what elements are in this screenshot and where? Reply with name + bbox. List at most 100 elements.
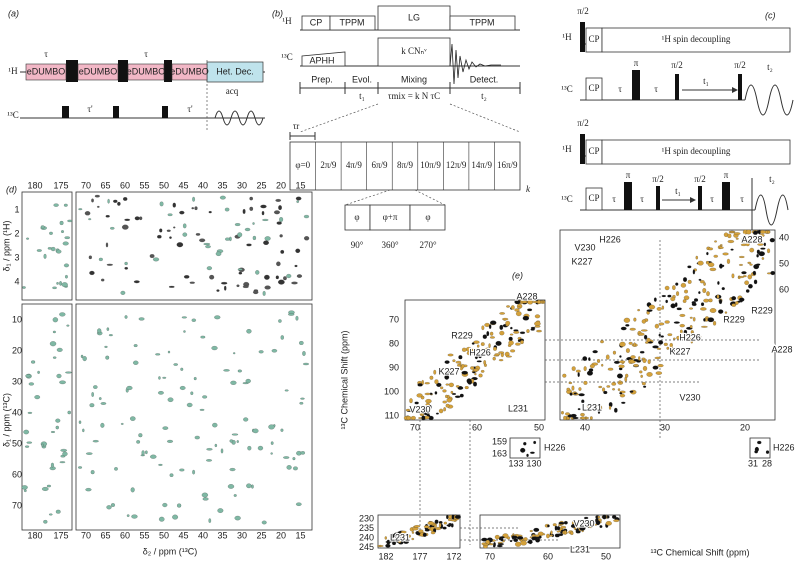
peak <box>242 209 246 214</box>
peak <box>295 316 299 321</box>
peak <box>613 519 620 522</box>
panel-label: (e) <box>512 270 523 280</box>
peak <box>243 417 249 422</box>
peak <box>499 324 504 330</box>
residue-label: R229 <box>451 330 473 340</box>
peak <box>472 371 476 374</box>
peak <box>745 241 750 247</box>
peak <box>625 373 629 378</box>
peak <box>249 206 254 211</box>
peak <box>689 325 693 329</box>
peak <box>515 342 521 346</box>
peak <box>603 390 608 395</box>
peak <box>423 525 430 529</box>
peak <box>730 248 734 251</box>
axis-label: δ₁ / ppm (¹³C) <box>1 393 11 447</box>
peak <box>59 312 66 317</box>
peak <box>493 346 497 351</box>
peak <box>670 296 676 302</box>
peak <box>623 317 631 323</box>
peak <box>749 247 755 253</box>
peak <box>59 220 64 226</box>
peak <box>612 388 615 391</box>
peak <box>652 345 659 349</box>
pulse-block <box>77 63 119 81</box>
peak <box>97 205 100 208</box>
peak <box>217 508 224 513</box>
block-label: k CNₙᵛ <box>401 46 427 56</box>
peak <box>252 235 257 241</box>
peak <box>262 291 266 296</box>
tick-label: 240 <box>359 532 374 542</box>
peak <box>181 316 187 319</box>
peak <box>522 315 530 321</box>
tick-label: 55 <box>139 180 149 190</box>
peak <box>527 540 533 544</box>
peak <box>202 497 209 501</box>
angle-label: 360° <box>381 240 399 250</box>
peak <box>155 353 161 356</box>
peak <box>434 524 437 528</box>
peak <box>459 393 464 398</box>
peak <box>397 531 401 534</box>
peak <box>517 306 521 309</box>
peak <box>747 274 753 280</box>
peak <box>42 487 49 491</box>
peak <box>523 537 528 542</box>
peak <box>665 299 668 304</box>
peak <box>91 198 94 203</box>
peak <box>637 332 645 336</box>
period-label: Prep. <box>311 74 333 84</box>
panel-b-shapes <box>289 5 521 231</box>
peak <box>701 325 708 328</box>
peak <box>419 411 423 416</box>
peak <box>260 204 267 209</box>
peak <box>237 232 243 238</box>
peak <box>542 533 546 536</box>
peak <box>60 448 67 452</box>
peak <box>708 298 713 303</box>
phase-label: φ=0 <box>295 160 310 170</box>
peak <box>59 281 62 286</box>
peak <box>93 385 98 389</box>
peak <box>384 536 387 540</box>
phase-label: 4π/9 <box>346 160 363 170</box>
peak <box>252 222 255 225</box>
repeat-label: k <box>526 184 531 194</box>
peak <box>216 289 220 292</box>
peak <box>186 402 193 408</box>
peak <box>293 466 298 471</box>
peak <box>633 342 636 347</box>
peak <box>94 194 100 198</box>
peak <box>284 389 289 392</box>
peak <box>447 353 454 357</box>
peak <box>434 391 438 395</box>
peak <box>569 392 573 396</box>
peak <box>61 282 68 287</box>
peak <box>490 320 497 325</box>
peak <box>214 315 221 320</box>
peak <box>753 279 758 285</box>
peak <box>756 263 761 266</box>
peak <box>296 502 302 506</box>
peak <box>512 535 518 539</box>
peak <box>759 233 765 237</box>
peak <box>664 285 670 291</box>
tick-label: 65 <box>100 180 110 190</box>
peak <box>52 330 56 334</box>
residue-label: L231 <box>582 402 602 412</box>
peak <box>620 326 627 331</box>
peak <box>434 519 439 524</box>
peak <box>166 229 171 232</box>
peak <box>444 374 450 380</box>
dynamic-layer: (a) ¹H ¹³C eDUMBO eDUMBO eDUMBO eDUMBO Het. Dec… <box>1 6 794 561</box>
peak <box>43 253 47 259</box>
peak <box>261 211 265 216</box>
peak <box>280 335 284 340</box>
pulse-block <box>25 63 67 81</box>
residue-label: H226 <box>469 347 491 357</box>
peak <box>643 385 647 388</box>
peak <box>424 528 430 532</box>
peak <box>25 445 30 448</box>
peak <box>268 424 275 430</box>
